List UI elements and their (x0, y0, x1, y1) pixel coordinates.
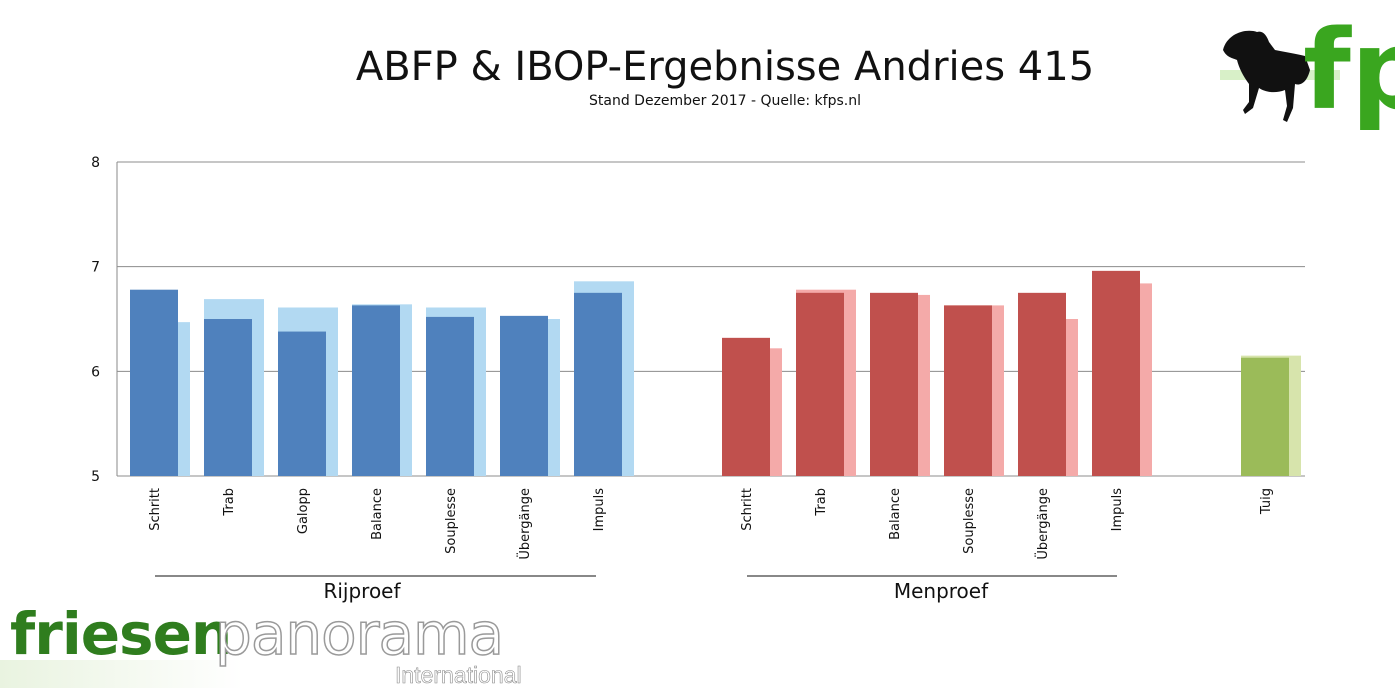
brand-word-friesen: friesen (10, 600, 232, 668)
bar-primary-schritt (130, 289, 178, 476)
group-label-rijproef: Rijproef (323, 579, 401, 603)
x-tick-label: Balance (888, 488, 903, 540)
x-tick-label: Tuig (1259, 488, 1274, 515)
chart-subtitle: Stand Dezember 2017 - Quelle: kfps.nl (589, 93, 861, 109)
bar-primary-impuls (1092, 270, 1140, 476)
x-tick-label: Trab (814, 488, 829, 517)
y-tick-label: 6 (91, 364, 100, 380)
bar-primary-schritt (722, 337, 770, 476)
x-tick-label: Schritt (740, 488, 755, 531)
bar-primary-übergänge (500, 315, 548, 476)
bar-primary-trab (796, 292, 844, 476)
bar-primary-trab (204, 319, 252, 476)
x-tick-label: Trab (222, 488, 237, 517)
brand-gradient-bar (0, 660, 540, 688)
brand-subtitle: International (395, 662, 522, 689)
bar-primary-tuig (1241, 357, 1289, 476)
x-tick-label: Galopp (296, 488, 311, 534)
y-tick-label: 5 (91, 469, 100, 485)
chart-title: ABFP & IBOP-Ergebnisse Andries 415 (355, 44, 1095, 90)
y-tick-label: 8 (91, 155, 100, 171)
logo-letters: fp (1303, 12, 1395, 130)
group-label-menproef: Menproef (894, 579, 989, 603)
bar-primary-souplesse (426, 316, 474, 476)
x-tick-label: Balance (370, 488, 385, 540)
bar-primary-übergänge (1018, 292, 1066, 476)
x-tick-label: Übergänge (1034, 488, 1051, 560)
x-tick-label: Souplesse (962, 488, 977, 554)
bar-primary-galopp (278, 331, 326, 476)
horse-icon (1223, 30, 1310, 122)
bar-primary-impuls (574, 292, 622, 476)
x-tick-label: Impuls (1110, 488, 1125, 532)
friesenpanorama-brand: friesen panorama International (0, 599, 560, 700)
x-tick-label: Schritt (148, 488, 163, 531)
x-tick-label: Impuls (592, 488, 607, 532)
x-tick-label: Souplesse (444, 488, 459, 554)
x-tick-label: Übergänge (516, 488, 533, 560)
bar-primary-souplesse (944, 305, 992, 476)
brand-word-panorama: panorama (214, 599, 505, 669)
y-tick-label: 7 (91, 260, 100, 276)
bar-primary-balance (352, 305, 400, 476)
bar-primary-balance (870, 292, 918, 476)
kfps-horse-logo: fp (1220, 12, 1395, 130)
